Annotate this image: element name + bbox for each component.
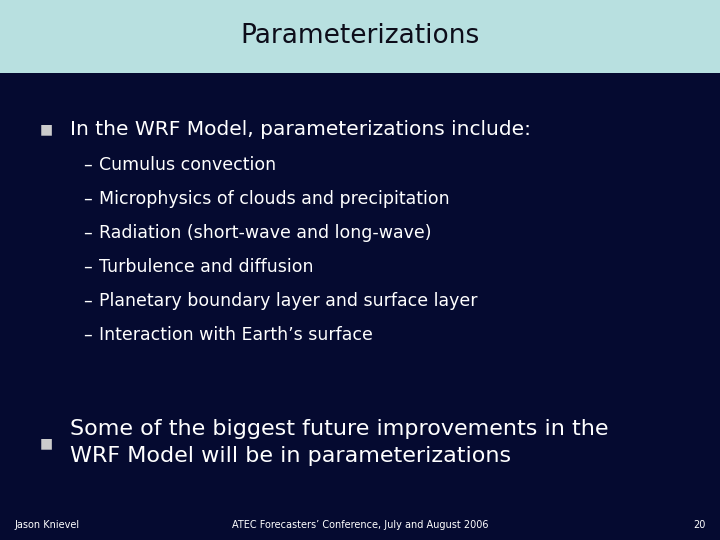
Text: –: – — [83, 190, 91, 208]
Text: Parameterizations: Parameterizations — [240, 23, 480, 50]
Text: Cumulus convection: Cumulus convection — [99, 156, 276, 174]
Text: –: – — [83, 258, 91, 276]
FancyBboxPatch shape — [0, 0, 720, 73]
Text: –: – — [83, 292, 91, 310]
Text: Jason Knievel: Jason Knievel — [14, 520, 79, 530]
Text: –: – — [83, 326, 91, 344]
Text: 20: 20 — [693, 520, 706, 530]
Text: Radiation (short-wave and long-wave): Radiation (short-wave and long-wave) — [99, 224, 432, 242]
Text: Turbulence and diffusion: Turbulence and diffusion — [99, 258, 314, 276]
Text: ATEC Forecasters’ Conference, July and August 2006: ATEC Forecasters’ Conference, July and A… — [232, 520, 488, 530]
Text: Microphysics of clouds and precipitation: Microphysics of clouds and precipitation — [99, 190, 450, 208]
Text: Some of the biggest future improvements in the: Some of the biggest future improvements … — [70, 419, 608, 440]
Text: ■: ■ — [40, 436, 53, 450]
Text: In the WRF Model, parameterizations include:: In the WRF Model, parameterizations incl… — [70, 120, 531, 139]
Text: WRF Model will be in parameterizations: WRF Model will be in parameterizations — [70, 446, 511, 467]
Text: Planetary boundary layer and surface layer: Planetary boundary layer and surface lay… — [99, 292, 478, 310]
Text: ■: ■ — [40, 123, 53, 137]
Text: –: – — [83, 156, 91, 174]
Text: Interaction with Earth’s surface: Interaction with Earth’s surface — [99, 326, 373, 344]
Text: –: – — [83, 224, 91, 242]
